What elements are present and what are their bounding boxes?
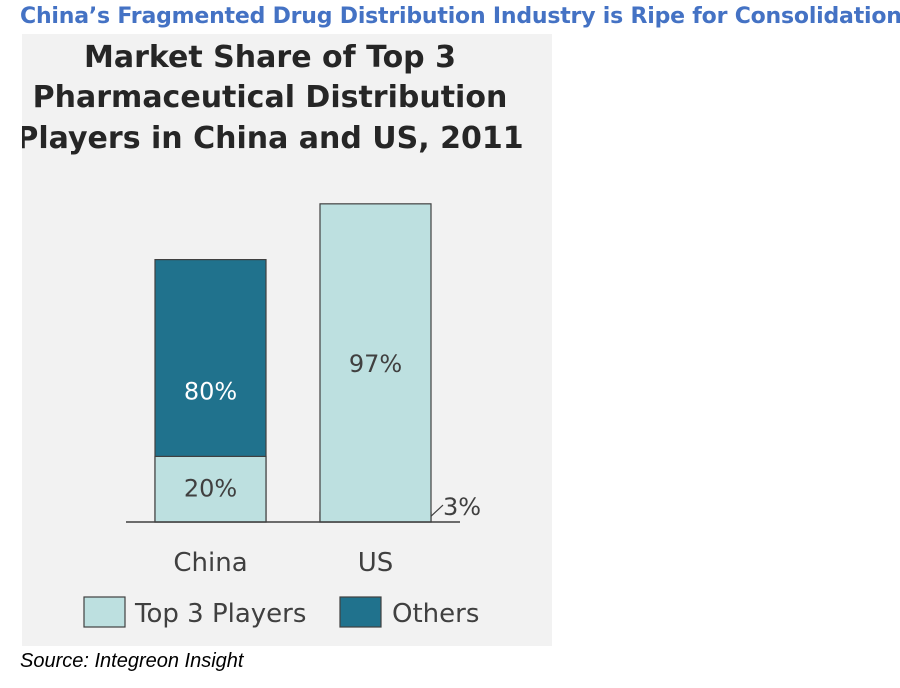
bar-china-top-3-players: [154, 455, 267, 523]
bars: 80% 20% 3% 97%: [154, 203, 481, 523]
chart-title: Market Share of Top 3 Pharmaceutical Dist…: [22, 40, 524, 156]
chart-panel: Market Share of Top 3 Pharmaceutical Dist…: [22, 34, 552, 646]
legend-swatch-others: [339, 596, 382, 628]
chart-title-line-3: Players in China and US, 2011: [22, 121, 524, 156]
x-tick-label-china: China: [173, 548, 247, 578]
legend-swatch-top-3-players: [83, 596, 126, 628]
legend-label-top-3-players: Top 3 Players: [134, 599, 306, 629]
data-label-china-others: 80%: [184, 378, 237, 406]
chart: Market Share of Top 3 Pharmaceutical Dist…: [22, 40, 524, 629]
x-tick-label-us: US: [358, 548, 394, 578]
bar-us-top-3-players: [319, 203, 432, 523]
source-note: Source: Integreon Insight: [20, 650, 244, 672]
data-label-us-top-3-players: 97%: [349, 350, 402, 378]
chart-title-line-1: Market Share of Top 3: [84, 40, 456, 75]
headline: China’s Fragmented Drug Distribution Ind…: [20, 4, 900, 29]
legend: Top 3 Players Others: [83, 596, 479, 629]
x-axis: China US: [126, 521, 460, 578]
data-label-us-others: 3%: [443, 493, 481, 521]
legend-label-others: Others: [392, 599, 479, 629]
chart-title-line-2: Pharmaceutical Distribution: [33, 80, 508, 115]
data-label-china-top-3-players: 20%: [184, 474, 237, 502]
